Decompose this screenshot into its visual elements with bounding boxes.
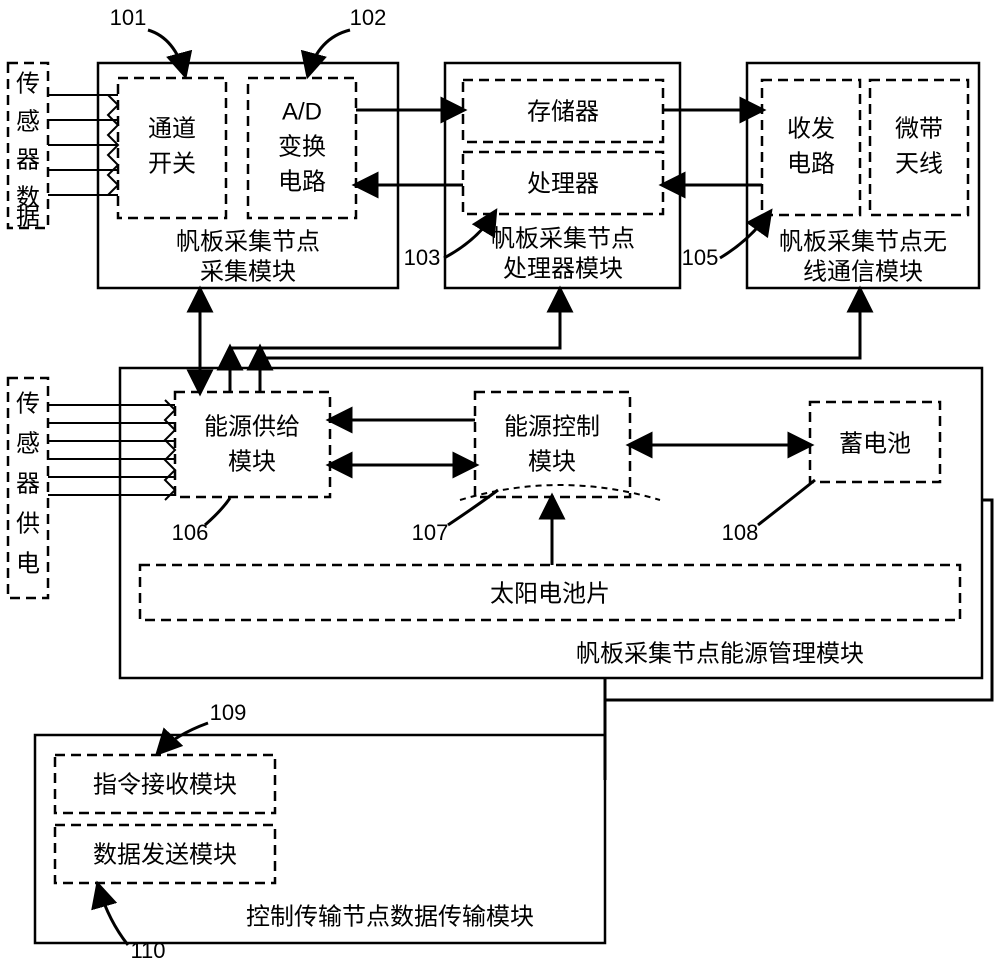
- wireless-module: 收发 电路 微带 天线 帆板采集节点无 线通信模块: [747, 63, 979, 288]
- ctrl-transfer-module: 指令接收模块 数据发送模块 控制传输节点数据传输模块: [35, 735, 605, 943]
- num-109: 109: [210, 700, 247, 725]
- callout-110: [98, 885, 128, 945]
- channel-switch-l2: 开关: [148, 150, 196, 177]
- transceiver-l2: 电路: [787, 150, 835, 177]
- ad-l2: 变换: [278, 133, 326, 160]
- callout-108: [758, 480, 815, 525]
- cmd-recv-label: 指令接收模块: [93, 771, 237, 798]
- energy-supply-l1: 能源供给: [204, 413, 300, 440]
- energy-ctrl-l2: 模块: [528, 448, 576, 475]
- num-102: 102: [350, 5, 387, 30]
- num-108: 108: [722, 520, 759, 545]
- memory-label: 存储器: [527, 98, 599, 125]
- sensor-data-lines: [48, 95, 118, 195]
- energy-supply-l2: 模块: [228, 448, 276, 475]
- wireless-l1: 帆板采集节点无: [779, 228, 947, 255]
- svg-text:传: 传: [16, 390, 40, 417]
- antenna-l2: 天线: [895, 150, 943, 177]
- sensor-data-char1: 传: [16, 70, 40, 97]
- sensor-data-block: 传 感 器 数 据: [8, 63, 48, 230]
- acq-module-l1: 帆板采集节点: [176, 228, 320, 255]
- callout-106: [205, 498, 230, 525]
- energy-ctrl-l1: 能源控制: [504, 413, 600, 440]
- callout-107: [448, 490, 498, 525]
- callout-101: [148, 30, 185, 75]
- ad-l3: 电路: [278, 168, 326, 195]
- num-103: 103: [404, 245, 441, 270]
- ctrl-transfer-label: 控制传输节点数据传输模块: [246, 903, 534, 930]
- svg-text:供: 供: [16, 510, 40, 537]
- wireless-l2: 线通信模块: [803, 258, 923, 285]
- arrow-supply-to-proc: [230, 290, 560, 348]
- transceiver-l1: 收发: [787, 115, 835, 142]
- solar-label: 太阳电池片: [490, 580, 610, 607]
- proc-module-l2: 处理器模块: [503, 255, 623, 282]
- energy-mgmt-label: 帆板采集节点能源管理模块: [576, 640, 864, 667]
- ad-l1: A/D: [282, 98, 322, 125]
- antenna-l1: 微带: [895, 115, 943, 142]
- acq-module-l2: 采集模块: [200, 258, 296, 285]
- num-101: 101: [110, 5, 147, 30]
- svg-text:感: 感: [16, 430, 40, 457]
- sensor-data-char2: 感: [16, 108, 40, 135]
- svg-text:电: 电: [16, 550, 40, 577]
- sensor-power-block: 传 感 器 供 电: [8, 378, 48, 598]
- sensor-power-lines: [48, 400, 175, 500]
- callout-102: [308, 30, 350, 75]
- num-106: 106: [172, 520, 209, 545]
- channel-switch-l1: 通道: [148, 115, 196, 142]
- processor-module: 存储器 处理器 帆板采集节点 处理器模块: [445, 63, 680, 288]
- num-107: 107: [412, 520, 449, 545]
- callout-109: [158, 723, 208, 753]
- callout-105: [720, 212, 770, 258]
- callout-103: [444, 212, 495, 258]
- battery-label: 蓄电池: [839, 430, 911, 457]
- acquisition-module: 通道 开关 A/D 变换 电路 帆板采集节点 采集模块: [98, 63, 398, 288]
- proc-module-l1: 帆板采集节点: [491, 225, 635, 252]
- num-105: 105: [682, 245, 719, 270]
- num-110: 110: [130, 938, 165, 963]
- sensor-data-char5: 据: [16, 203, 40, 230]
- sensor-data-char3: 器: [16, 146, 40, 173]
- processor-label: 处理器: [527, 170, 599, 197]
- svg-text:器: 器: [16, 470, 40, 497]
- diagram-svg: 传 感 器 数 据 通道 开关 A/D 变换 电路 帆板采集节点 采集模块 存储…: [0, 0, 1000, 964]
- data-send-label: 数据发送模块: [93, 841, 237, 868]
